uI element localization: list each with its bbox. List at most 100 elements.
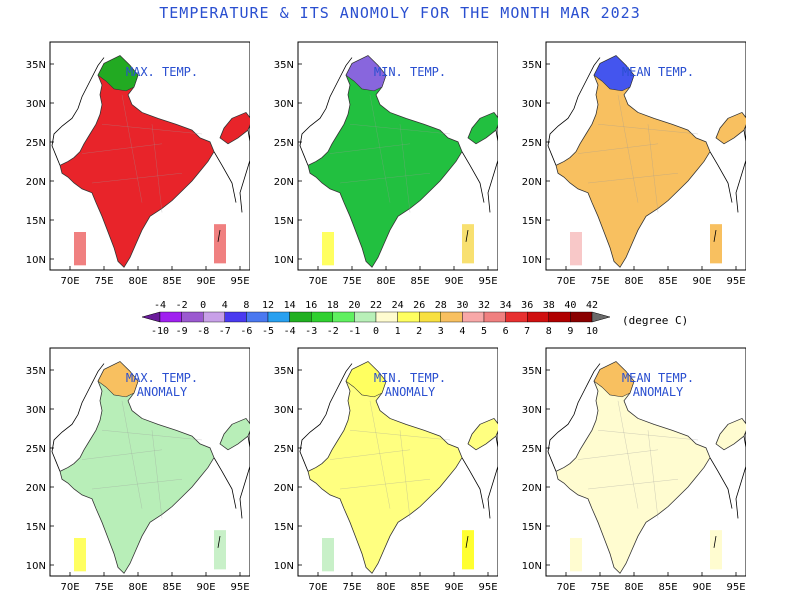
legend-bottom-label: -8 bbox=[197, 326, 209, 337]
legend-bottom-label: 8 bbox=[546, 326, 552, 337]
y-tick-label: 30N bbox=[26, 99, 46, 110]
x-tick-label: 95E bbox=[478, 276, 497, 287]
legend-top-label: 38 bbox=[543, 300, 555, 311]
x-tick-label: 85E bbox=[162, 582, 181, 593]
y-tick-label: 15N bbox=[274, 216, 294, 227]
lakshadweep-islands bbox=[570, 538, 582, 572]
x-tick-label: 70E bbox=[556, 582, 575, 593]
x-tick-label: 75E bbox=[94, 582, 113, 593]
x-tick-label: 75E bbox=[590, 582, 609, 593]
legend-bottom-label: -10 bbox=[151, 326, 169, 337]
andaman-islands bbox=[462, 530, 474, 570]
legend-bottom-label: 3 bbox=[438, 326, 444, 337]
legend-bottom-label: 9 bbox=[567, 326, 573, 337]
legend-swatch bbox=[419, 311, 442, 323]
legend-unit-label: (degree C) bbox=[622, 314, 688, 327]
lakshadweep-islands bbox=[570, 232, 582, 266]
y-tick-label: 20N bbox=[26, 177, 46, 188]
map-panel-min: MIN. TEMP. 35N 30N 25N 20N 15N 10N 70E 75E 80E 85E… bbox=[258, 36, 498, 296]
y-tick-label: 15N bbox=[522, 216, 542, 227]
y-tick-label: 20N bbox=[274, 483, 294, 494]
panel-label: MAX. TEMP. bbox=[126, 65, 198, 79]
y-tick-label: 35N bbox=[274, 366, 294, 377]
y-tick-label: 30N bbox=[274, 99, 294, 110]
andaman-islands bbox=[710, 530, 722, 570]
y-tick-label: 10N bbox=[26, 255, 46, 266]
legend-bottom-label: 4 bbox=[459, 326, 465, 337]
x-tick-label: 90E bbox=[692, 582, 711, 593]
legend-top-label: 14 bbox=[284, 300, 296, 311]
x-tick-label: 75E bbox=[342, 582, 361, 593]
india-region bbox=[555, 361, 711, 574]
legend-swatch bbox=[505, 311, 528, 323]
x-tick-label: 70E bbox=[60, 582, 79, 593]
x-tick-label: 75E bbox=[94, 276, 113, 287]
andaman-islands bbox=[710, 224, 722, 264]
y-tick-label: 25N bbox=[26, 444, 46, 455]
legend-bottom-label: 1 bbox=[395, 326, 401, 337]
x-tick-label: 70E bbox=[60, 276, 79, 287]
legend-top-label: 34 bbox=[500, 300, 512, 311]
india-region bbox=[307, 55, 463, 268]
legend-swatch bbox=[181, 311, 204, 323]
india-region bbox=[555, 55, 711, 268]
x-tick-label: 80E bbox=[624, 582, 643, 593]
legend-bottom-label: -5 bbox=[262, 326, 274, 337]
northeast-region bbox=[715, 111, 746, 145]
x-tick-label: 95E bbox=[230, 582, 249, 593]
map-panel-mean: MEAN TEMP. 35N 30N 25N 20N 15N 10N 70E 75E 80E 85E… bbox=[506, 36, 746, 296]
legend-bottom-label: 6 bbox=[503, 326, 509, 337]
legend-top-label: 4 bbox=[222, 300, 228, 311]
legend-top-label: 30 bbox=[456, 300, 468, 311]
x-tick-label: 70E bbox=[308, 582, 327, 593]
y-tick-label: 25N bbox=[522, 444, 542, 455]
y-tick-label: 10N bbox=[274, 561, 294, 572]
y-tick-label: 10N bbox=[522, 255, 542, 266]
legend-top-label: 22 bbox=[370, 300, 382, 311]
page-title: TEMPERATURE & ITS ANOMOLY FOR THE MONTH … bbox=[159, 4, 641, 22]
y-tick-label: 15N bbox=[26, 522, 46, 533]
legend-swatch bbox=[202, 311, 225, 323]
legend-swatch bbox=[375, 311, 398, 323]
legend-bottom-label: 7 bbox=[524, 326, 530, 337]
y-tick-label: 20N bbox=[26, 483, 46, 494]
legend-top-label: 18 bbox=[327, 300, 339, 311]
x-tick-label: 90E bbox=[444, 276, 463, 287]
x-tick-label: 70E bbox=[308, 276, 327, 287]
legend-bottom-label: -9 bbox=[176, 326, 188, 337]
legend-top-label: 40 bbox=[564, 300, 576, 311]
y-tick-label: 25N bbox=[26, 138, 46, 149]
x-tick-label: 85E bbox=[658, 276, 677, 287]
lakshadweep-islands bbox=[74, 232, 86, 266]
legend-top-label: 12 bbox=[262, 300, 274, 311]
legend-arrow-right bbox=[591, 311, 611, 323]
northeast-region bbox=[219, 417, 250, 451]
panel-label: MIN. TEMP. bbox=[374, 65, 446, 79]
lakshadweep-islands bbox=[322, 538, 334, 572]
x-tick-label: 75E bbox=[590, 276, 609, 287]
panel-label: MEAN TEMP. bbox=[622, 65, 694, 79]
x-tick-label: 90E bbox=[692, 276, 711, 287]
map-panel-max-anom: MAX. TEMP. ANOMALY 35N 30N 25N 20N 15N 10N 70E 75… bbox=[10, 342, 250, 602]
legend-arrow-left bbox=[141, 311, 161, 323]
andaman-islands bbox=[462, 224, 474, 264]
legend-bottom-label: -1 bbox=[348, 326, 360, 337]
y-tick-label: 35N bbox=[274, 60, 294, 71]
north-region bbox=[345, 55, 387, 92]
legend-swatch bbox=[527, 311, 550, 323]
legend-swatch bbox=[289, 311, 312, 323]
legend-swatch bbox=[354, 311, 377, 323]
x-tick-label: 90E bbox=[444, 582, 463, 593]
panel-label: MIN. TEMP. bbox=[374, 371, 446, 385]
x-tick-label: 85E bbox=[658, 582, 677, 593]
y-tick-label: 15N bbox=[274, 522, 294, 533]
legend-top-label: 8 bbox=[243, 300, 249, 311]
y-tick-label: 10N bbox=[274, 255, 294, 266]
panel-label: ANOMALY bbox=[633, 385, 684, 399]
legend-swatch bbox=[440, 311, 463, 323]
y-tick-label: 15N bbox=[26, 216, 46, 227]
legend-top-label: 0 bbox=[200, 300, 206, 311]
x-tick-label: 70E bbox=[556, 276, 575, 287]
andaman-islands bbox=[214, 224, 226, 264]
northeast-region bbox=[467, 111, 498, 145]
